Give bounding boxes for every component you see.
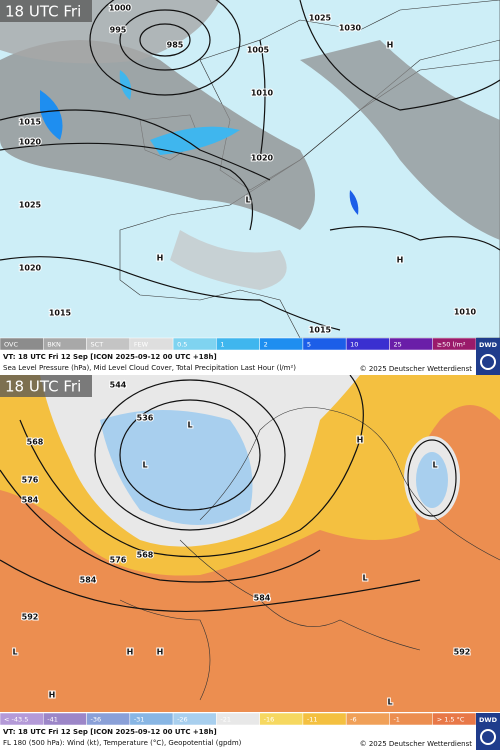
map-label: 568 bbox=[27, 438, 44, 447]
legend-label: 5 bbox=[307, 341, 311, 349]
legend-label: -6 bbox=[350, 716, 356, 724]
time-label-bg bbox=[0, 0, 92, 22]
map-label: 1015 bbox=[19, 118, 42, 127]
map-label: 1005 bbox=[247, 46, 270, 55]
map-label: 1025 bbox=[309, 14, 332, 23]
map-label: H bbox=[387, 41, 394, 50]
legend-label: -11 bbox=[307, 716, 318, 724]
map-label: L bbox=[187, 421, 192, 430]
map-label: H bbox=[397, 256, 404, 265]
map-label: 584 bbox=[254, 594, 271, 603]
logo: DWD bbox=[479, 716, 498, 724]
map-label: 1020 bbox=[251, 154, 274, 163]
logo: DWD bbox=[479, 341, 498, 349]
pressure-map bbox=[0, 0, 500, 338]
valid-time: VT: 18 UTC Fri 12 Sep [ICON 2025-09-12 0… bbox=[3, 353, 217, 361]
legend-label: 10 bbox=[350, 341, 358, 349]
map-label: 1010 bbox=[454, 308, 477, 317]
time-label: 18 UTC Fri bbox=[5, 3, 81, 21]
map-label: H bbox=[157, 648, 164, 657]
copyright: © 2025 Deutscher Wetterdienst bbox=[360, 740, 473, 748]
legend-label: -31 bbox=[134, 716, 145, 724]
legend-label: -16 bbox=[264, 716, 275, 724]
legend-label: -41 bbox=[47, 716, 58, 724]
map-label: H bbox=[49, 691, 56, 700]
map-label: H bbox=[357, 436, 364, 445]
map-label: L bbox=[142, 461, 147, 470]
legend-label: -21 bbox=[220, 716, 231, 724]
map-label: 592 bbox=[454, 648, 471, 657]
map-label: 576 bbox=[22, 476, 39, 485]
map-label: 584 bbox=[80, 576, 97, 585]
map-label: 1020 bbox=[19, 138, 42, 147]
legend-label: > 1.5 °C bbox=[437, 716, 465, 724]
legend-label: 1 bbox=[220, 341, 224, 349]
map-label: 1000 bbox=[109, 4, 132, 13]
upper-air-map bbox=[0, 375, 500, 712]
map-label: L bbox=[245, 196, 250, 205]
map-label: L bbox=[362, 574, 367, 583]
valid-time: VT: 18 UTC Fri 12 Sep [ICON 2025-09-12 0… bbox=[3, 728, 217, 736]
map-label: H bbox=[127, 648, 134, 657]
legend-label: SCT bbox=[91, 341, 104, 349]
legend-label: FEW bbox=[134, 341, 149, 349]
legend-label: BKN bbox=[47, 341, 61, 349]
map-label: L bbox=[12, 648, 17, 657]
map-label: 1015 bbox=[309, 326, 332, 335]
legend-label: < -43.5 bbox=[4, 716, 28, 724]
map-label: 1025 bbox=[19, 201, 42, 210]
map-label: 584 bbox=[22, 496, 39, 505]
legend-label: -26 bbox=[177, 716, 188, 724]
map-label: 536 bbox=[137, 414, 154, 423]
map-label: 544 bbox=[110, 381, 127, 390]
map-label: 1020 bbox=[19, 264, 42, 273]
time-label: 18 UTC Fri bbox=[5, 378, 81, 396]
legend-label: -1 bbox=[393, 716, 399, 724]
logo-swirl bbox=[480, 729, 496, 745]
legend-label: 0.5 bbox=[177, 341, 187, 349]
map-label: L bbox=[432, 461, 437, 470]
map-label: 592 bbox=[22, 613, 39, 622]
legend-label: 2 bbox=[264, 341, 268, 349]
description: FL 180 (500 hPa): Wind (kt), Temperature… bbox=[3, 739, 242, 747]
map-label: 1010 bbox=[251, 89, 274, 98]
legend-label: ≥50 l/m² bbox=[437, 341, 466, 349]
description: Sea Level Pressure (hPa), Mid Level Clou… bbox=[3, 364, 296, 372]
map-label: 568 bbox=[137, 551, 154, 560]
map-label: 995 bbox=[110, 26, 127, 35]
time-label-bg bbox=[0, 375, 92, 397]
copyright: © 2025 Deutscher Wetterdienst bbox=[360, 365, 473, 373]
logo-swirl bbox=[480, 354, 496, 370]
map-label: 1015 bbox=[49, 309, 72, 318]
map-label: 1030 bbox=[339, 24, 362, 33]
map-label: 985 bbox=[167, 41, 184, 50]
map-label: L bbox=[387, 698, 392, 707]
legend-label: OVC bbox=[4, 341, 18, 349]
map-label: 576 bbox=[110, 556, 127, 565]
legend-label: -36 bbox=[91, 716, 102, 724]
map-label: H bbox=[157, 254, 164, 263]
legend-label: 25 bbox=[393, 341, 401, 349]
